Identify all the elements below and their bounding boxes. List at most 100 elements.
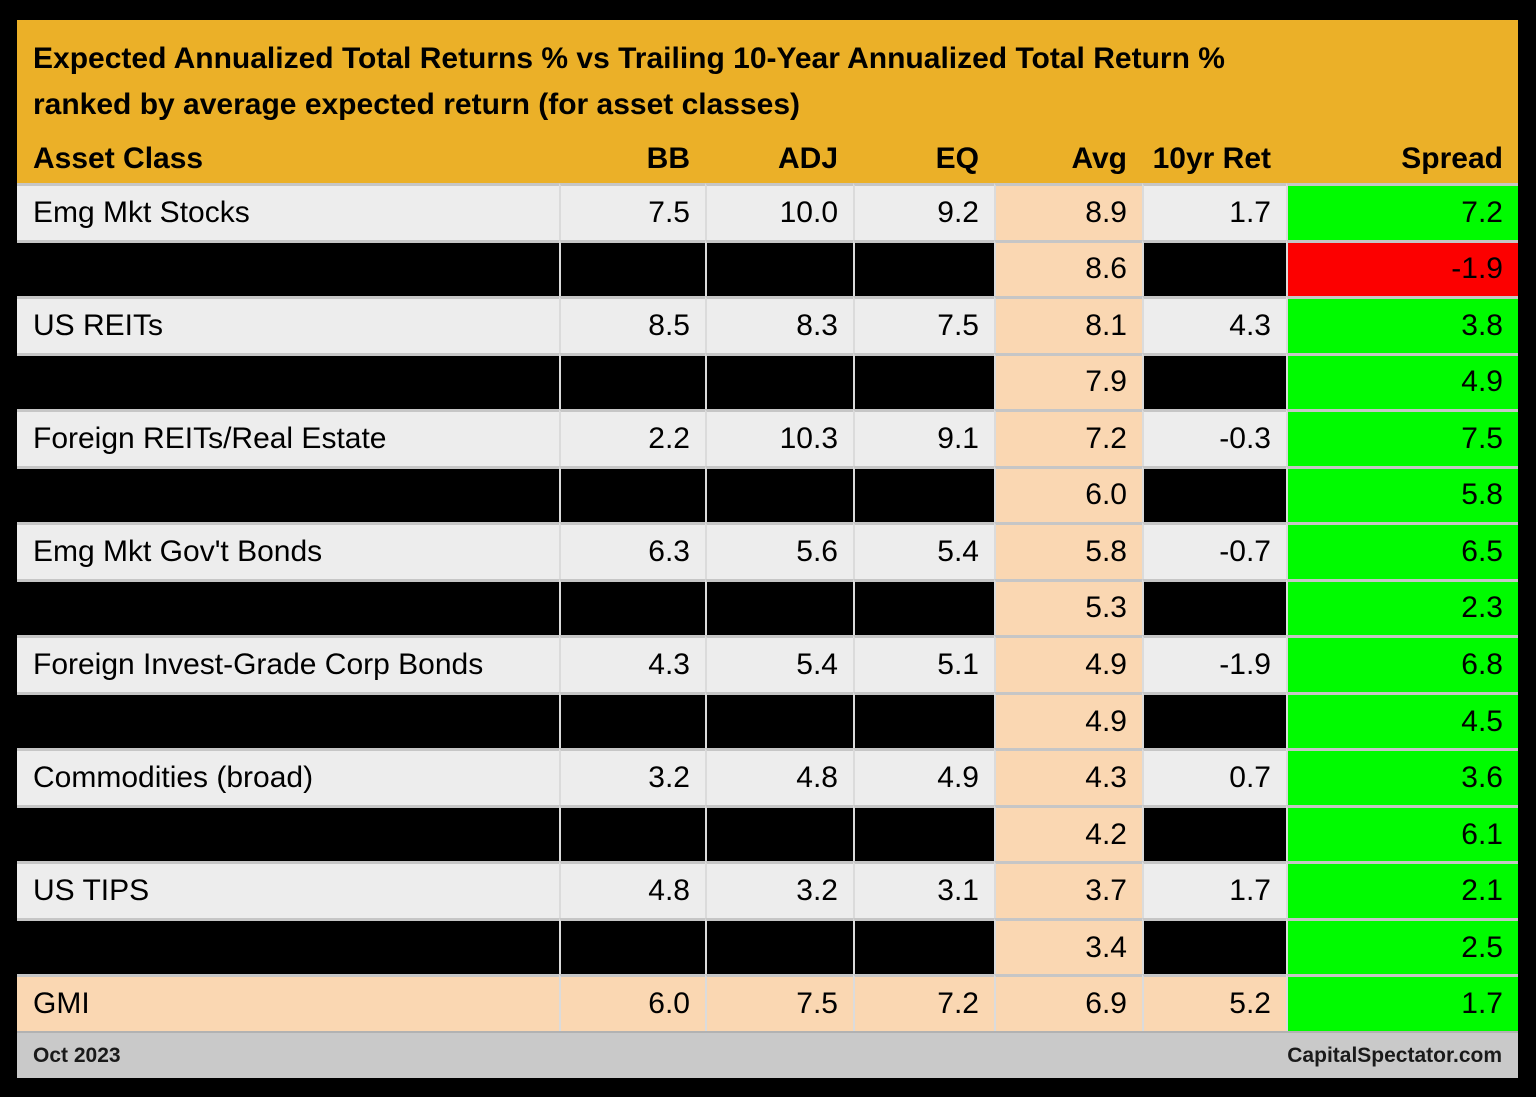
chart-title-block: Expected Annualized Total Returns % vs T…: [17, 20, 1518, 134]
cell-avg: 7.2: [994, 409, 1142, 466]
cell-eq: 5.4: [853, 522, 994, 579]
cell-bb: [559, 917, 705, 975]
cell-spread: 2.5: [1286, 917, 1518, 975]
cell-10yr-ret: 0.7: [1142, 748, 1286, 805]
cell-spread: 3.6: [1286, 748, 1518, 805]
cell-asset-class: [17, 239, 559, 297]
cell-avg: 4.3: [994, 748, 1142, 805]
cell-10yr-ret: [1142, 917, 1286, 975]
cell-bb: 2.2: [559, 409, 705, 466]
cell-spread: 4.9: [1286, 352, 1518, 410]
cell-asset-class: [17, 917, 559, 975]
cell-bb: [559, 352, 705, 410]
cell-bb: [559, 691, 705, 749]
cell-10yr-ret: [1142, 352, 1286, 410]
cell-bb: 4.3: [559, 635, 705, 692]
cell-adj: [705, 578, 853, 636]
cell-avg: 5.8: [994, 522, 1142, 579]
footer-date: Oct 2023: [33, 1043, 121, 1067]
cell-10yr-ret: 1.7: [1142, 861, 1286, 918]
cell-adj: 10.0: [705, 183, 853, 240]
cell-eq: [853, 691, 994, 749]
cell-spread: 1.7: [1286, 974, 1518, 1031]
cell-spread: 7.2: [1286, 183, 1518, 240]
cell-adj: 5.6: [705, 522, 853, 579]
cell-10yr-ret: [1142, 804, 1286, 862]
cell-spread: -1.9: [1286, 239, 1518, 297]
cell-adj: [705, 352, 853, 410]
cell-avg: 4.9: [994, 635, 1142, 692]
cell-avg: 5.3: [994, 578, 1142, 636]
cell-10yr-ret: 1.7: [1142, 183, 1286, 240]
cell-asset-class: [17, 578, 559, 636]
cell-10yr-ret: -0.3: [1142, 409, 1286, 466]
cell-eq: 9.2: [853, 183, 994, 240]
cell-avg: 6.9: [994, 974, 1142, 1031]
chart-title: Expected Annualized Total Returns % vs T…: [33, 41, 1225, 75]
cell-adj: [705, 917, 853, 975]
cell-10yr-ret: [1142, 239, 1286, 297]
column-header-spread: Spread: [1401, 141, 1503, 175]
cell-eq: 5.1: [853, 635, 994, 692]
cell-asset-class: US REITs: [17, 296, 559, 353]
cell-avg: 6.0: [994, 465, 1142, 523]
cell-10yr-ret: [1142, 465, 1286, 523]
cell-bb: 8.5: [559, 296, 705, 353]
cell-avg: 4.9: [994, 691, 1142, 749]
cell-adj: 5.4: [705, 635, 853, 692]
cell-avg: 8.9: [994, 183, 1142, 240]
column-header-adj: ADJ: [777, 141, 838, 175]
cell-asset-class: Foreign Invest-Grade Corp Bonds: [17, 635, 559, 692]
cell-bb: 6.0: [559, 974, 705, 1031]
cell-eq: 9.1: [853, 409, 994, 466]
cell-eq: [853, 917, 994, 975]
cell-adj: 10.3: [705, 409, 853, 466]
cell-avg: 8.6: [994, 239, 1142, 297]
cell-10yr-ret: -1.9: [1142, 635, 1286, 692]
chart-subtitle: ranked by average expected return (for a…: [33, 88, 801, 122]
cell-adj: 4.8: [705, 748, 853, 805]
column-header-bb: BB: [646, 141, 690, 175]
cell-avg: 8.1: [994, 296, 1142, 353]
cell-spread: 6.8: [1286, 635, 1518, 692]
cell-10yr-ret: -0.7: [1142, 522, 1286, 579]
table-header-row: Asset Class BB ADJ EQ Avg 10yr Ret Sprea…: [17, 134, 1518, 183]
cell-10yr-ret: 4.3: [1142, 296, 1286, 353]
column-header-avg: Avg: [1071, 141, 1127, 175]
cell-eq: 7.5: [853, 296, 994, 353]
footer-source: CapitalSpectator.com: [1287, 1043, 1502, 1067]
cell-eq: [853, 352, 994, 410]
cell-eq: 3.1: [853, 861, 994, 918]
cell-bb: [559, 239, 705, 297]
cell-asset-class: [17, 691, 559, 749]
column-header-eq: EQ: [935, 141, 979, 175]
cell-asset-class: Foreign REITs/Real Estate: [17, 409, 559, 466]
cell-asset-class: [17, 804, 559, 862]
table-body: Emg Mkt Stocks 7.5 10.0 9.2 8.9 1.7 7.2 …: [17, 183, 1518, 1031]
cell-avg: 3.7: [994, 861, 1142, 918]
cell-10yr-ret: [1142, 578, 1286, 636]
cell-adj: 3.2: [705, 861, 853, 918]
cell-asset-class: US TIPS: [17, 861, 559, 918]
cell-adj: [705, 465, 853, 523]
cell-eq: [853, 578, 994, 636]
cell-10yr-ret: 5.2: [1142, 974, 1286, 1031]
cell-eq: 4.9: [853, 748, 994, 805]
column-header-asset-class: Asset Class: [33, 141, 204, 175]
cell-eq: 7.2: [853, 974, 994, 1031]
cell-asset-class: Emg Mkt Gov't Bonds: [17, 522, 559, 579]
cell-asset-class: [17, 465, 559, 523]
cell-spread: 6.5: [1286, 522, 1518, 579]
cell-asset-class: Commodities (broad): [17, 748, 559, 805]
returns-table-chart: Expected Annualized Total Returns % vs T…: [17, 20, 1518, 1078]
cell-spread: 7.5: [1286, 409, 1518, 466]
cell-adj: [705, 804, 853, 862]
cell-avg: 7.9: [994, 352, 1142, 410]
cell-bb: 3.2: [559, 748, 705, 805]
cell-bb: 6.3: [559, 522, 705, 579]
cell-bb: [559, 578, 705, 636]
cell-spread: 4.5: [1286, 691, 1518, 749]
cell-eq: [853, 239, 994, 297]
cell-spread: 2.3: [1286, 578, 1518, 636]
column-header-10yr-ret: 10yr Ret: [1152, 141, 1271, 175]
